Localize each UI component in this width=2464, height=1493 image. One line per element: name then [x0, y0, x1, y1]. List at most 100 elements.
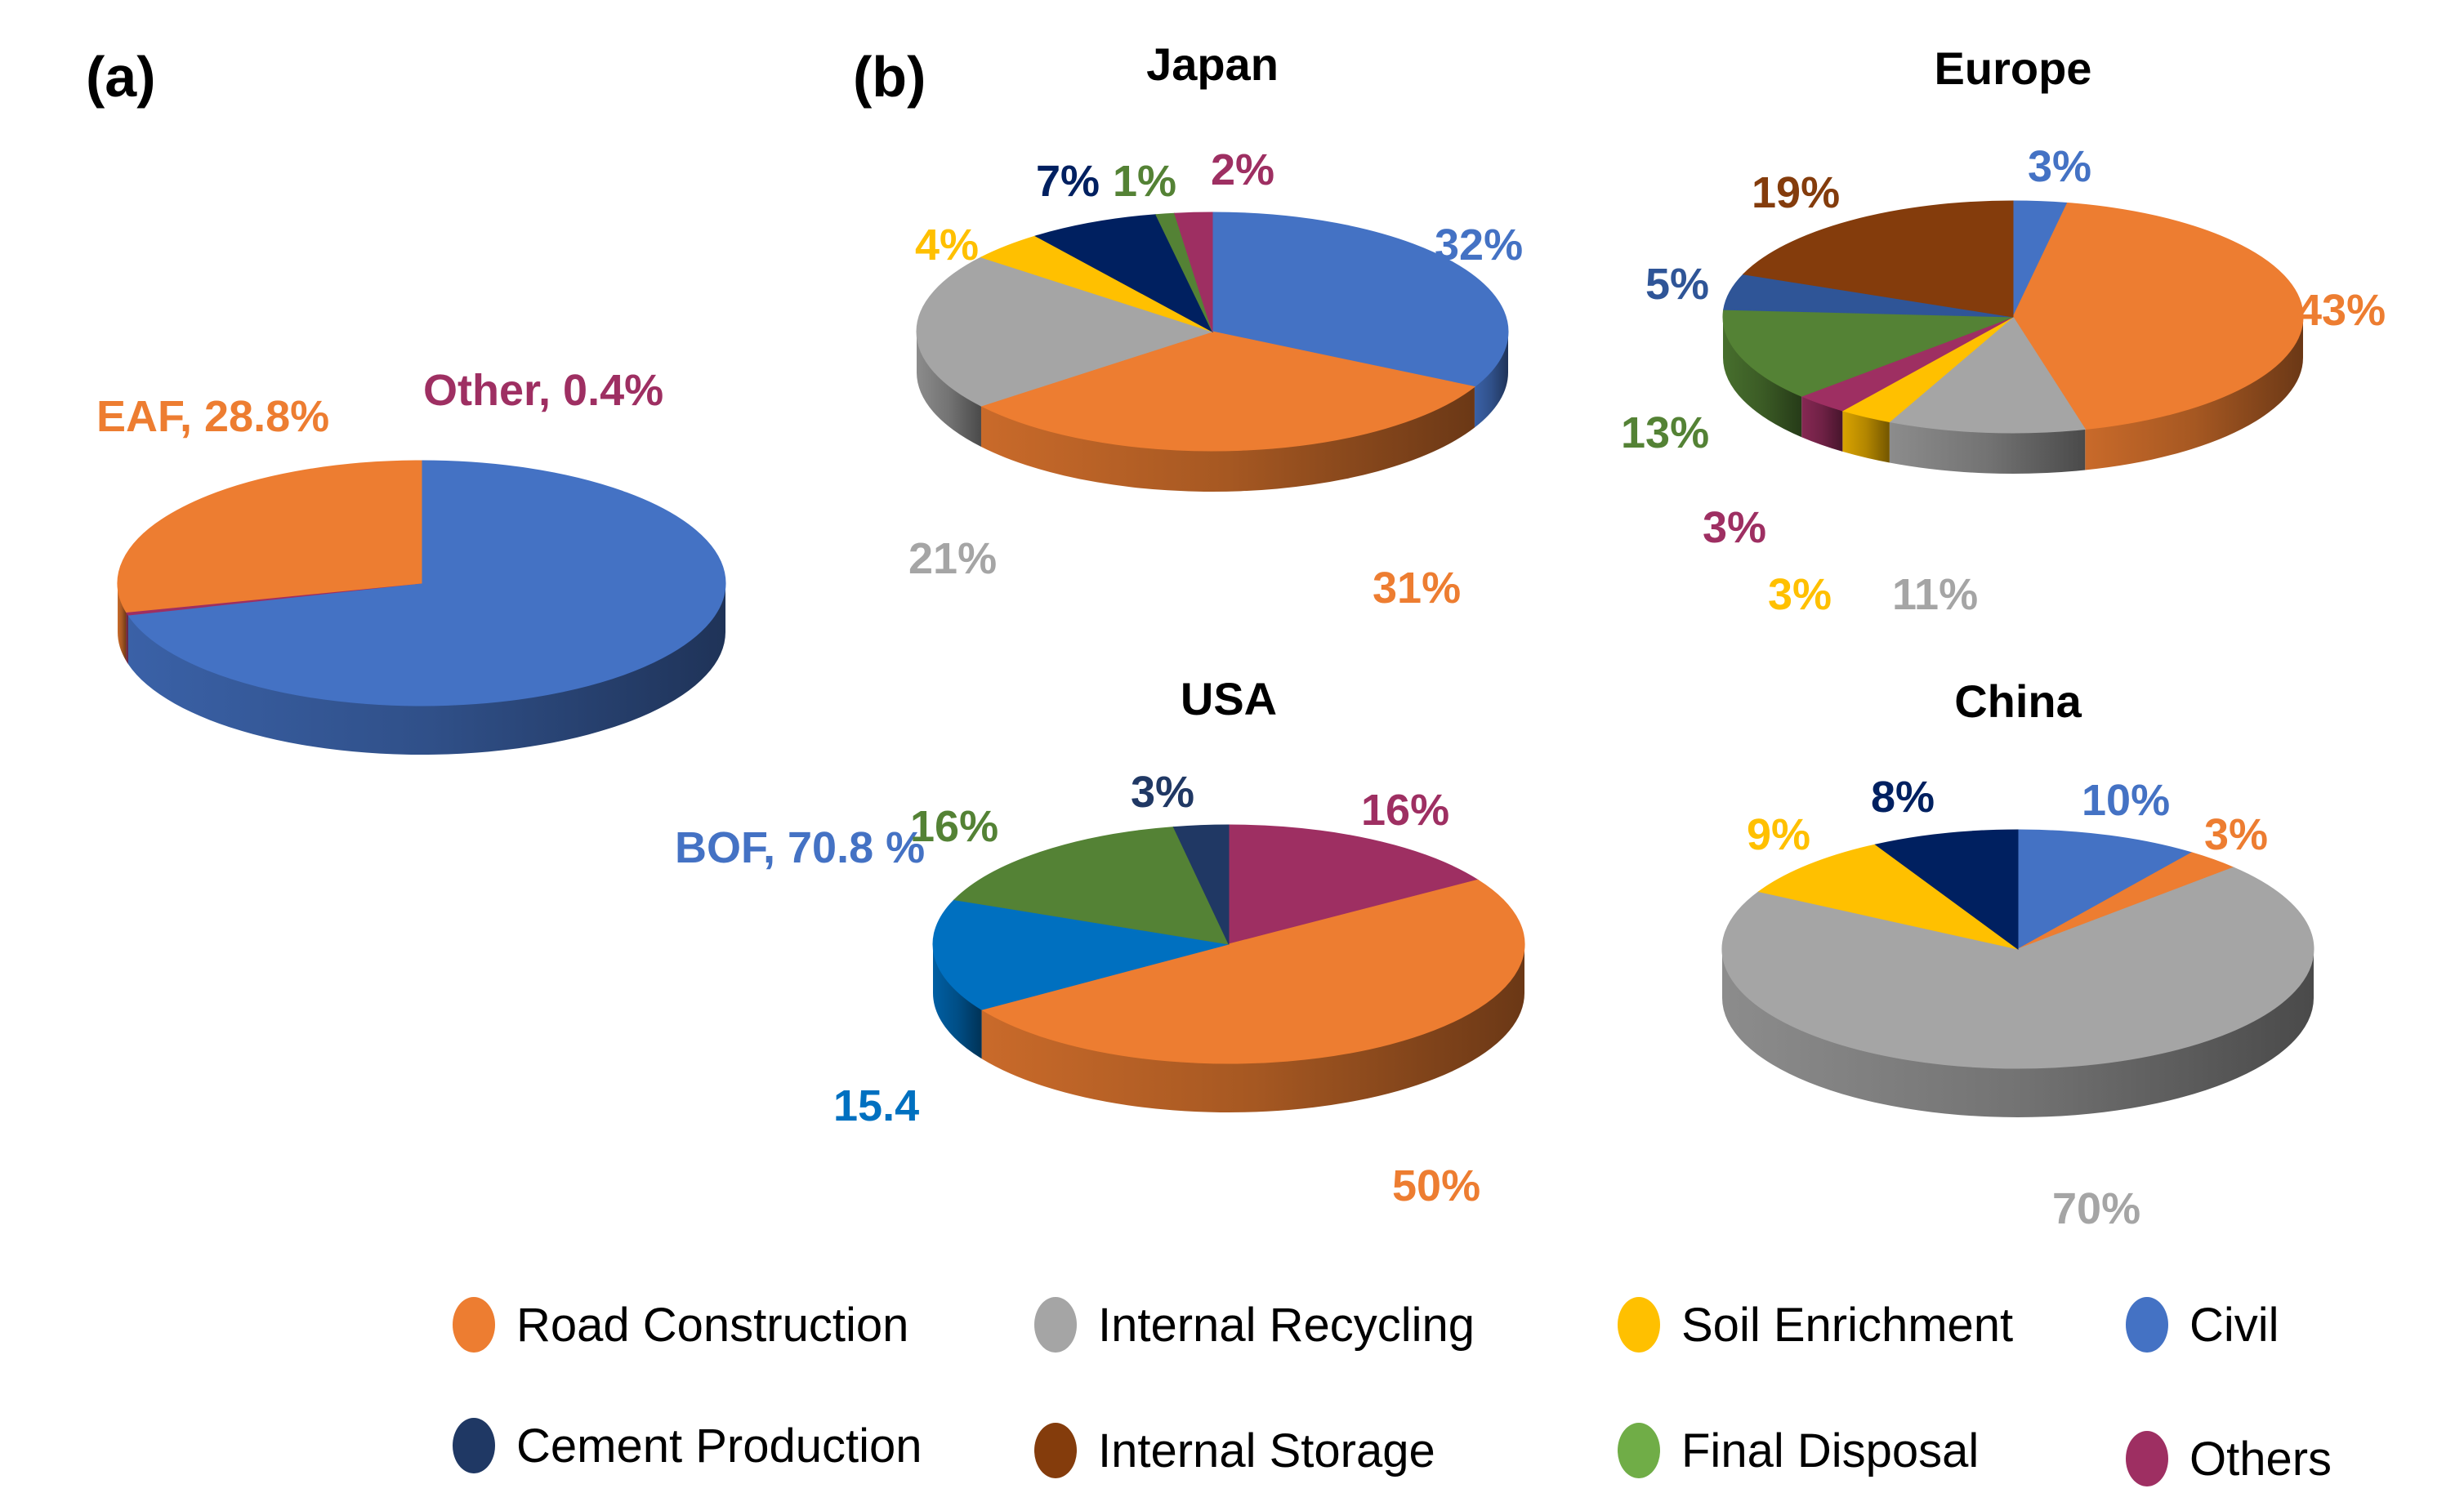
pie-side-eaf [118, 583, 127, 662]
pie-side-walls [118, 583, 726, 755]
pie-slices [1722, 200, 2304, 434]
legend-swatch-civil [2126, 1297, 2168, 1353]
pie-slice-road-construction [980, 879, 1525, 1064]
legend-item-civil: Civil [2126, 1297, 2279, 1353]
pie-chart-panel-a: BOF, 70.8 % Other, 0.4% EAF, 28.8% [96, 366, 925, 872]
data-label-internal-recycling: 11% [1892, 570, 1978, 619]
legend-swatch-soil-enrichment [1618, 1297, 1660, 1353]
pie-slices [1721, 829, 2314, 1069]
legend-item-road-construction: Road Construction [453, 1297, 908, 1353]
panel-label-b: (b) [853, 45, 926, 109]
pie-slices [916, 212, 1509, 452]
data-label-others: 16% [1361, 786, 1449, 835]
pie-slice-others [1228, 824, 1480, 945]
legend-label-internal-storage: Internal Storage [1098, 1424, 1435, 1477]
pie-side-other [126, 612, 128, 665]
data-labels: 3%43%11%3%3%13%5%19% [1621, 142, 2386, 619]
data-label-civil: 3% [2028, 142, 2091, 191]
pie-slices [117, 460, 726, 706]
legend-item-cement-production: Cement Production [453, 1418, 922, 1473]
legend-item-internal-storage: Internal Storage [1034, 1423, 1435, 1478]
data-labels: 16% 50% 15.4 16% 3% [833, 768, 1480, 1210]
chart-title-china: China [1954, 675, 2082, 727]
chart-title-usa: USA [1181, 673, 1277, 724]
pie-side-others [1801, 396, 1843, 452]
data-label-civil: 32% [1435, 221, 1523, 270]
legend-swatch-final-disposal [1618, 1423, 1660, 1478]
pie-side-internal-recycling [917, 332, 981, 448]
pie-slice-civil [932, 899, 1230, 1010]
pie-slice-cement-production [1874, 829, 2019, 950]
data-label-civil: 15.4 [833, 1081, 919, 1130]
data-label-civil: 10% [2082, 776, 2170, 825]
data-label-others: 2% [1211, 145, 1274, 194]
pie-slice-internal-recycling [916, 256, 1214, 407]
data-label-bof: BOF, 70.8 % [675, 823, 925, 872]
pie-chart-japan: Japan 32% 31% 21% 4% 7% 1% 2% [908, 38, 1523, 613]
data-label-road-construction: 43% [2297, 286, 2386, 335]
data-labels: BOF, 70.8 % Other, 0.4% EAF, 28.8% [96, 366, 925, 872]
pie-side-walls [917, 332, 1509, 492]
data-labels: 10% 3% 70% 9% 8% [1747, 773, 2268, 1233]
data-label-eaf: EAF, 28.8% [96, 392, 329, 441]
data-label-final-disposal: 1% [1113, 157, 1176, 206]
pie-side-walls [1722, 949, 2314, 1117]
legend-item-soil-enrichment: Soil Enrichment [1618, 1297, 2013, 1353]
data-label-internal-storage: 19% [1752, 168, 1840, 217]
data-label-cement-production: 5% [1645, 260, 1709, 309]
legend-label-soil-enrichment: Soil Enrichment [1681, 1299, 2013, 1352]
data-label-others: 3% [1703, 503, 1766, 552]
data-label-road-construction: 31% [1373, 564, 1461, 613]
pie-slice-soil-enrichment [1757, 844, 2019, 950]
pie-slice-road-construction [2012, 202, 2304, 430]
data-label-other: Other, 0.4% [423, 366, 663, 415]
legend-label-final-disposal: Final Disposal [1681, 1424, 1979, 1477]
data-label-internal-recycling: 70% [2052, 1184, 2140, 1233]
data-label-final-disposal: 13% [1621, 408, 1709, 457]
pie-slice-final-disposal [953, 827, 1230, 945]
pie-side-internal-recycling [1889, 421, 2086, 474]
legend-item-others: Others [2126, 1431, 2332, 1486]
data-label-road-construction: 3% [2204, 810, 2268, 859]
pie-slices [932, 824, 1525, 1064]
legend-swatch-others [2126, 1431, 2168, 1486]
data-label-final-disposal: 16% [910, 802, 998, 851]
legend: Road Construction Internal Recycling Soil … [453, 1297, 2332, 1486]
pie-chart-usa: USA 16% 50% 15.4 16% 3% [833, 673, 1525, 1210]
pie-side-civil [933, 944, 982, 1059]
pie-side-soil-enrichment [1842, 410, 1890, 463]
legend-swatch-cement-production [453, 1418, 495, 1473]
pie-side-road-construction [2085, 317, 2303, 470]
data-label-soil-enrichment: 9% [1747, 810, 1810, 859]
legend-swatch-internal-storage [1034, 1423, 1077, 1478]
pie-side-bof [127, 583, 726, 755]
pie-slice-cement-production [1172, 824, 1230, 945]
data-label-soil-enrichment: 4% [915, 221, 979, 270]
legend-item-internal-recycling: Internal Recycling [1034, 1297, 1475, 1353]
pie-slice-bof [127, 460, 726, 706]
pie-slice-eaf [117, 460, 422, 613]
legend-swatch-road-construction [453, 1297, 495, 1353]
data-label-cement-production: 8% [1871, 773, 1935, 822]
pie-slice-final-disposal [1722, 309, 2014, 397]
pie-side-civil [1474, 332, 1509, 428]
pie-charts: BOF, 70.8 % Other, 0.4% EAF, 28.8% Japan 32%… [96, 38, 2386, 1233]
data-label-internal-recycling: 21% [908, 534, 997, 583]
legend-label-civil: Civil [2189, 1299, 2279, 1352]
pie-slice-internal-recycling [1888, 316, 2087, 434]
pie-slice-internal-storage [1742, 200, 2014, 318]
data-label-cement-production: 7% [1036, 157, 1100, 206]
pie-slice-civil [2017, 829, 2194, 950]
pie-slice-civil [1212, 212, 1509, 388]
legend-swatch-internal-recycling [1034, 1297, 1077, 1353]
pie-side-road-construction [981, 944, 1524, 1113]
panel-label-a: (a) [86, 45, 156, 109]
pie-side-road-construction [980, 386, 1475, 492]
pie-side-walls [1723, 317, 2303, 474]
pie-slice-internal-recycling [1721, 867, 2314, 1069]
legend-label-others: Others [2189, 1433, 2332, 1486]
legend-label-internal-recycling: Internal Recycling [1098, 1299, 1475, 1352]
legend-label-cement-production: Cement Production [516, 1419, 922, 1473]
data-label-road-construction: 50% [1392, 1161, 1480, 1210]
